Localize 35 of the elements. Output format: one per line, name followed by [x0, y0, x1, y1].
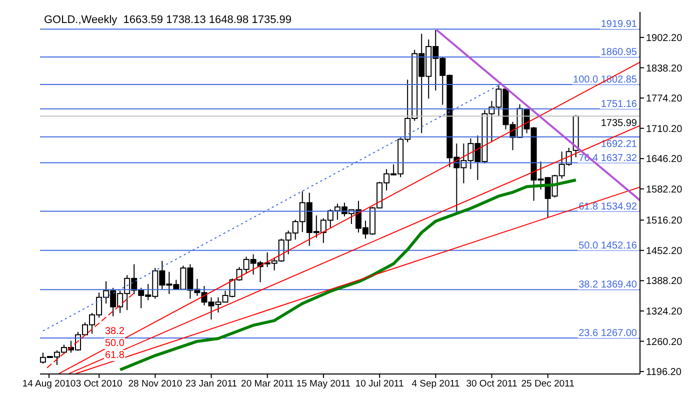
- ref-line-label: 1751.16: [600, 98, 638, 110]
- x-tick-label: 14 Aug 2010: [22, 378, 76, 390]
- annotation: 38.2: [104, 326, 126, 337]
- ref-line-label: 1735.99: [600, 118, 638, 130]
- y-tick-label: 1582.20: [646, 184, 683, 196]
- y-tick-label: 1324.20: [646, 306, 683, 318]
- annotation: 50.0: [104, 338, 126, 349]
- ref-line-label: 38.2 1369.40: [578, 280, 638, 291]
- y-tick-label: 1516.20: [646, 216, 683, 227]
- ref-line-label: 1860.95: [600, 46, 638, 58]
- y-tick-label: 1646.20: [646, 154, 683, 166]
- annotation: 61.8: [104, 350, 126, 361]
- ref-line-label: 1692.21: [600, 138, 638, 150]
- x-tick-label: 25 Dec 2011: [521, 378, 574, 390]
- y-tick-label: 1710.20: [646, 124, 683, 135]
- ref-line-label: 61.8 1534.92: [578, 201, 638, 212]
- x-tick-label: 15 May 2011: [296, 378, 351, 390]
- y-tick-label: 1452.20: [646, 246, 683, 257]
- y-tick-label: 1774.20: [646, 94, 683, 105]
- ref-line-label: 50.0 1452.16: [578, 240, 638, 252]
- y-tick-label: 1838.20: [646, 63, 683, 74]
- y-tick-label: 1902.20: [646, 33, 683, 44]
- x-tick-label: 4 Sep 2011: [412, 378, 460, 390]
- chart-title: GOLD.,Weekly 1663.59 1738.13 1648.98 1735.99: [44, 14, 292, 26]
- x-tick-label: 30 Oct 2011: [466, 378, 518, 390]
- x-tick-label: 10 Jul 2011: [355, 378, 404, 390]
- y-tick-label: 1260.20: [646, 336, 683, 348]
- x-tick-label: 28 Nov 2010: [128, 378, 182, 390]
- x-tick-label: 23 Jan 2011: [185, 378, 238, 390]
- y-tick-label: 1388.20: [646, 276, 683, 288]
- ref-line-label: 23.6 1267.00: [578, 328, 638, 340]
- ref-line-label: 1919.91: [600, 19, 638, 30]
- x-tick-label: 3 Oct 2010: [76, 378, 122, 390]
- y-tick-label: 1196.20: [646, 367, 682, 378]
- x-tick-label: 20 Mar 2011: [241, 378, 294, 390]
